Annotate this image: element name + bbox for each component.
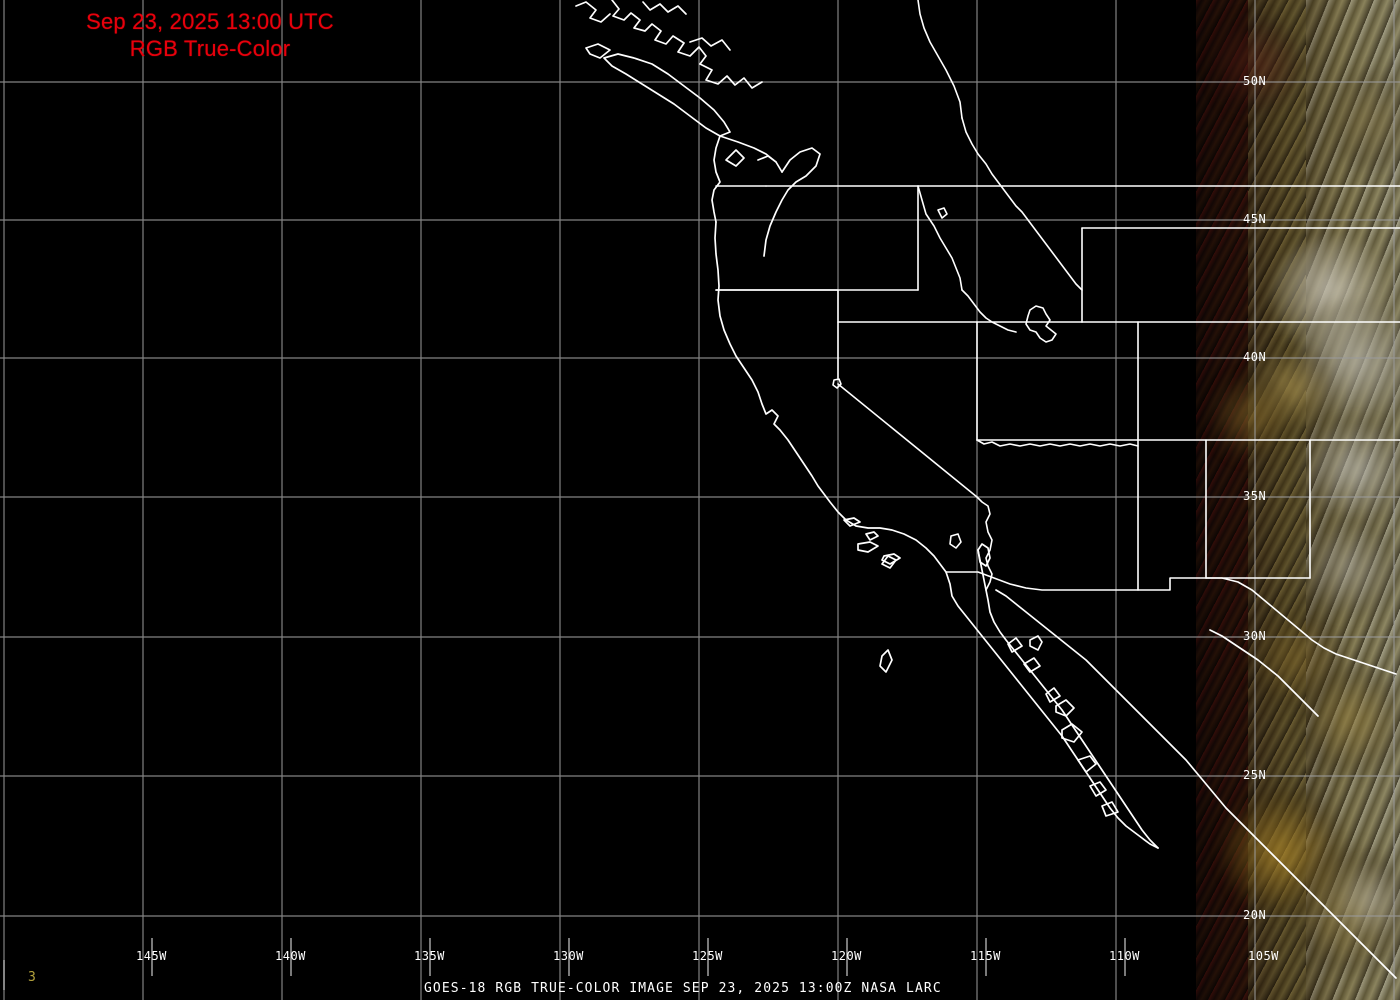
lon-label-125w: 125W	[692, 949, 723, 963]
cloud-patch	[1330, 860, 1400, 950]
lon-label-120w: 120W	[831, 949, 862, 963]
terrain-patch	[1300, 660, 1400, 780]
lon-label-130w: 130W	[553, 949, 584, 963]
corner-index-label: 3	[28, 970, 36, 985]
coastline-paths	[575, 0, 1397, 979]
lon-label-145w: 145W	[136, 949, 167, 963]
title-line-2: RGB True-Color	[129, 36, 291, 61]
lon-label-135w: 135W	[414, 949, 445, 963]
lon-label-110w: 110W	[1109, 949, 1140, 963]
cloud-patch	[1290, 520, 1400, 616]
terrain-patch	[1290, 840, 1400, 980]
political-border-paths	[715, 0, 1400, 675]
cloud-patch	[1300, 420, 1400, 530]
lon-label-115w: 115W	[970, 949, 1001, 963]
lon-label-140w: 140W	[275, 949, 306, 963]
lat-label-45n: 45N	[1243, 212, 1267, 226]
lat-label-25n: 25N	[1243, 768, 1267, 782]
title-line-1: Sep 23, 2025 13:00 UTC	[86, 9, 334, 34]
lat-label-50n: 50N	[1243, 74, 1267, 88]
lat-label-40n: 40N	[1243, 350, 1267, 364]
image-caption: GOES-18 RGB TRUE-COLOR IMAGE SEP 23, 202…	[424, 981, 942, 996]
lat-label-35n: 35N	[1243, 489, 1267, 503]
terrain-patch	[1332, 60, 1400, 180]
image-title: Sep 23, 2025 13:00 UTC RGB True-Color	[0, 8, 420, 62]
lat-label-30n: 30N	[1243, 629, 1267, 643]
axis-tick-marks	[3, 938, 1126, 990]
terrain-patch	[1208, 372, 1296, 462]
lon-label-105w: 105W	[1248, 949, 1279, 963]
lat-label-20n: 20N	[1243, 908, 1267, 922]
terrain-patch	[1246, 604, 1346, 714]
